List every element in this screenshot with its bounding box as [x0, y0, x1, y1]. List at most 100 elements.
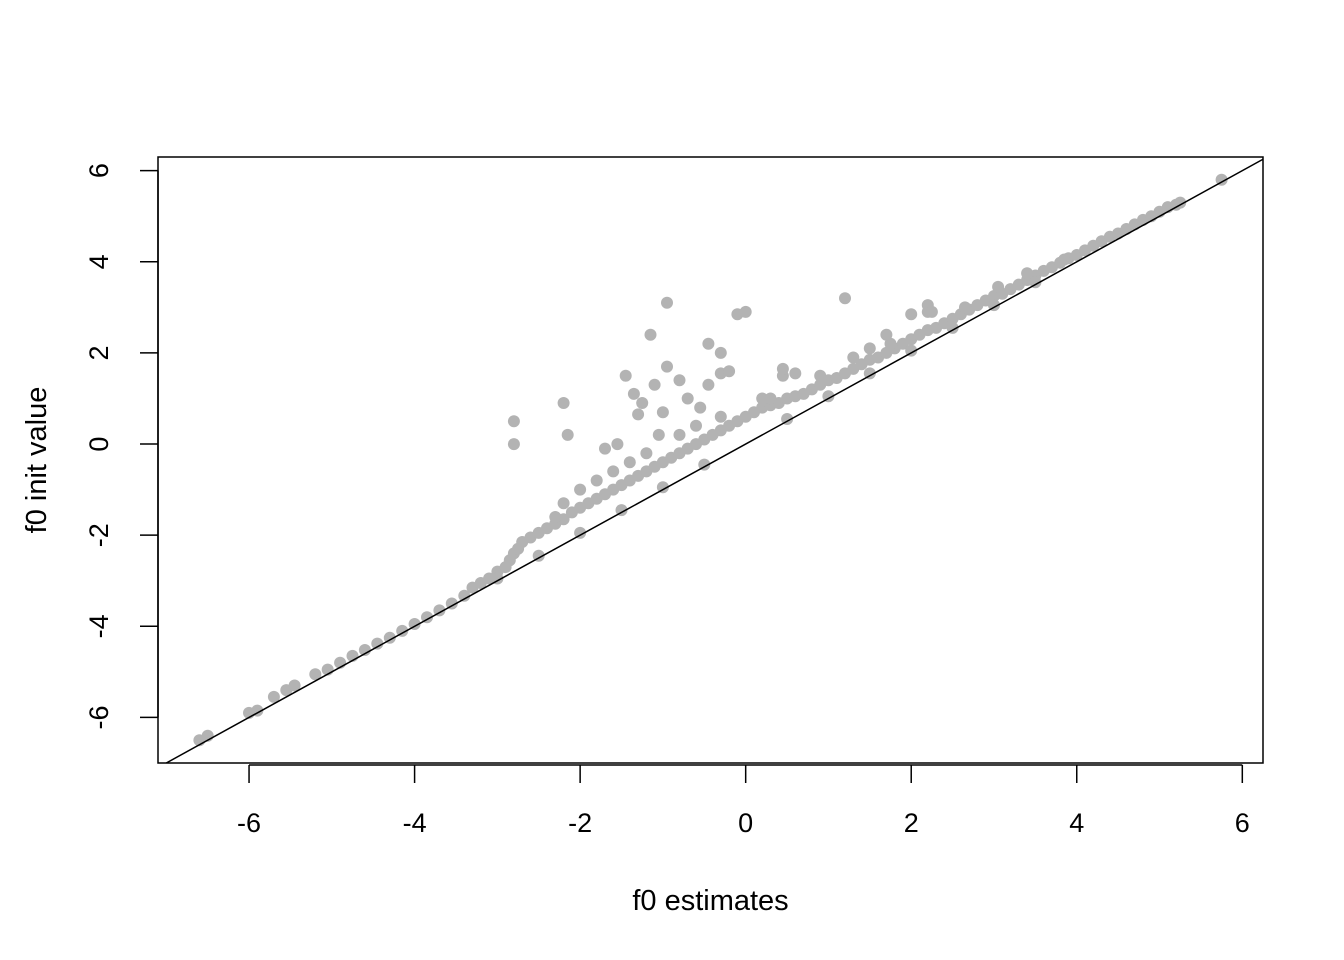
scatter-point [1029, 276, 1042, 289]
scatter-point [781, 413, 794, 425]
scatter-point [656, 406, 669, 419]
y-tick-label: -2 [84, 523, 114, 547]
scatter-point [673, 428, 686, 441]
scatter-point [863, 342, 876, 355]
scatter-point [690, 419, 702, 432]
scatter-point [574, 526, 587, 539]
scatter-point [1021, 267, 1034, 280]
scatter-point [619, 369, 632, 382]
scatter-point [652, 428, 665, 441]
scatter-point [561, 428, 574, 441]
scatter-point [288, 679, 301, 692]
x-axis: -6 -4 -2 0 2 4 6 [237, 764, 1250, 838]
scatter-point [992, 280, 1005, 293]
x-tick-label: -4 [403, 808, 427, 838]
scatter-point [507, 415, 520, 428]
scatter-point [251, 704, 264, 717]
scatter-point [946, 321, 959, 334]
identity-reference-line [165, 158, 1264, 764]
scatter-point [483, 572, 496, 585]
scatter-point [698, 458, 711, 471]
scatter-point [814, 369, 827, 382]
y-tick-label: 4 [84, 254, 114, 269]
x-tick-label: 6 [1235, 808, 1250, 838]
scatter-point [371, 637, 384, 650]
scatter-point [905, 344, 918, 357]
scatter-point [627, 387, 640, 400]
scatter-point [1058, 253, 1071, 266]
scatter-point [632, 408, 645, 421]
scatter-point [644, 328, 657, 341]
scatter-point [574, 483, 587, 496]
scatter-point [309, 668, 322, 681]
scatter-point [756, 392, 769, 405]
scatter-point [661, 296, 673, 309]
scatter-point [925, 305, 938, 318]
scatter-point [723, 365, 736, 378]
x-tick-label: 0 [738, 808, 753, 838]
scatter-point [611, 438, 624, 451]
scatter-point [648, 378, 661, 391]
scatter-point [491, 572, 504, 585]
scatter-point [776, 362, 789, 375]
scatter-point [640, 447, 653, 460]
scatter-point [433, 604, 446, 617]
scatter-point [507, 438, 520, 451]
scatter-point [532, 549, 545, 562]
scatter-point [615, 504, 628, 517]
scatter-point [822, 390, 835, 403]
y-tick-label: -4 [84, 614, 114, 638]
scatter-point [789, 367, 802, 380]
scatter-point [358, 644, 371, 656]
scatter-point [739, 305, 752, 318]
scatter-point [905, 308, 918, 321]
scatter-point [884, 337, 897, 350]
y-axis: -6 -4 -2 0 2 4 6 [84, 163, 159, 729]
y-axis-title: f0 init value [21, 387, 53, 534]
scatter-point [421, 611, 433, 624]
scatter-point [267, 690, 280, 703]
scatter-point [1215, 173, 1228, 186]
y-tick-label: 2 [84, 345, 114, 360]
x-axis-title: f0 estimates [632, 885, 788, 917]
x-tick-label: 2 [904, 808, 919, 838]
scatter-point [764, 392, 777, 405]
scatter-point [557, 397, 570, 409]
scatter-point [988, 299, 1000, 312]
x-tick-label: -2 [568, 808, 592, 838]
scatter-point [590, 474, 603, 487]
scatter-point [863, 367, 876, 380]
scatter-point [458, 589, 471, 602]
scatter-point [714, 346, 727, 359]
scatter-point [702, 337, 715, 350]
scatter-point [549, 511, 562, 523]
scatter-point [408, 618, 421, 630]
x-tick-label: 4 [1069, 808, 1084, 838]
scatter-point [557, 497, 570, 510]
scatter-point [396, 624, 409, 637]
y-tick-label: 0 [84, 437, 114, 452]
scatter-point [636, 397, 649, 409]
points-layer [193, 173, 1228, 747]
scatter-point [959, 301, 971, 314]
scatter-point [1174, 196, 1187, 209]
scatter-point [656, 481, 669, 494]
scatter-point [673, 374, 686, 387]
y-tick-label: -6 [84, 705, 114, 729]
scatter-point [445, 597, 458, 610]
scatter-point [661, 360, 673, 373]
scatter-point [847, 351, 860, 364]
scatter-point [383, 631, 396, 644]
scatter-point [702, 378, 715, 391]
scatter-point [839, 292, 851, 305]
scatter-point [681, 392, 694, 405]
scatter-point [599, 442, 611, 455]
scatter-point [607, 465, 620, 478]
scatter-point [714, 410, 727, 423]
scatter-point [880, 328, 893, 341]
scatter-point [694, 401, 707, 414]
x-tick-label: -6 [237, 808, 261, 838]
y-tick-label: 6 [84, 163, 114, 178]
scatter-point [623, 456, 636, 469]
